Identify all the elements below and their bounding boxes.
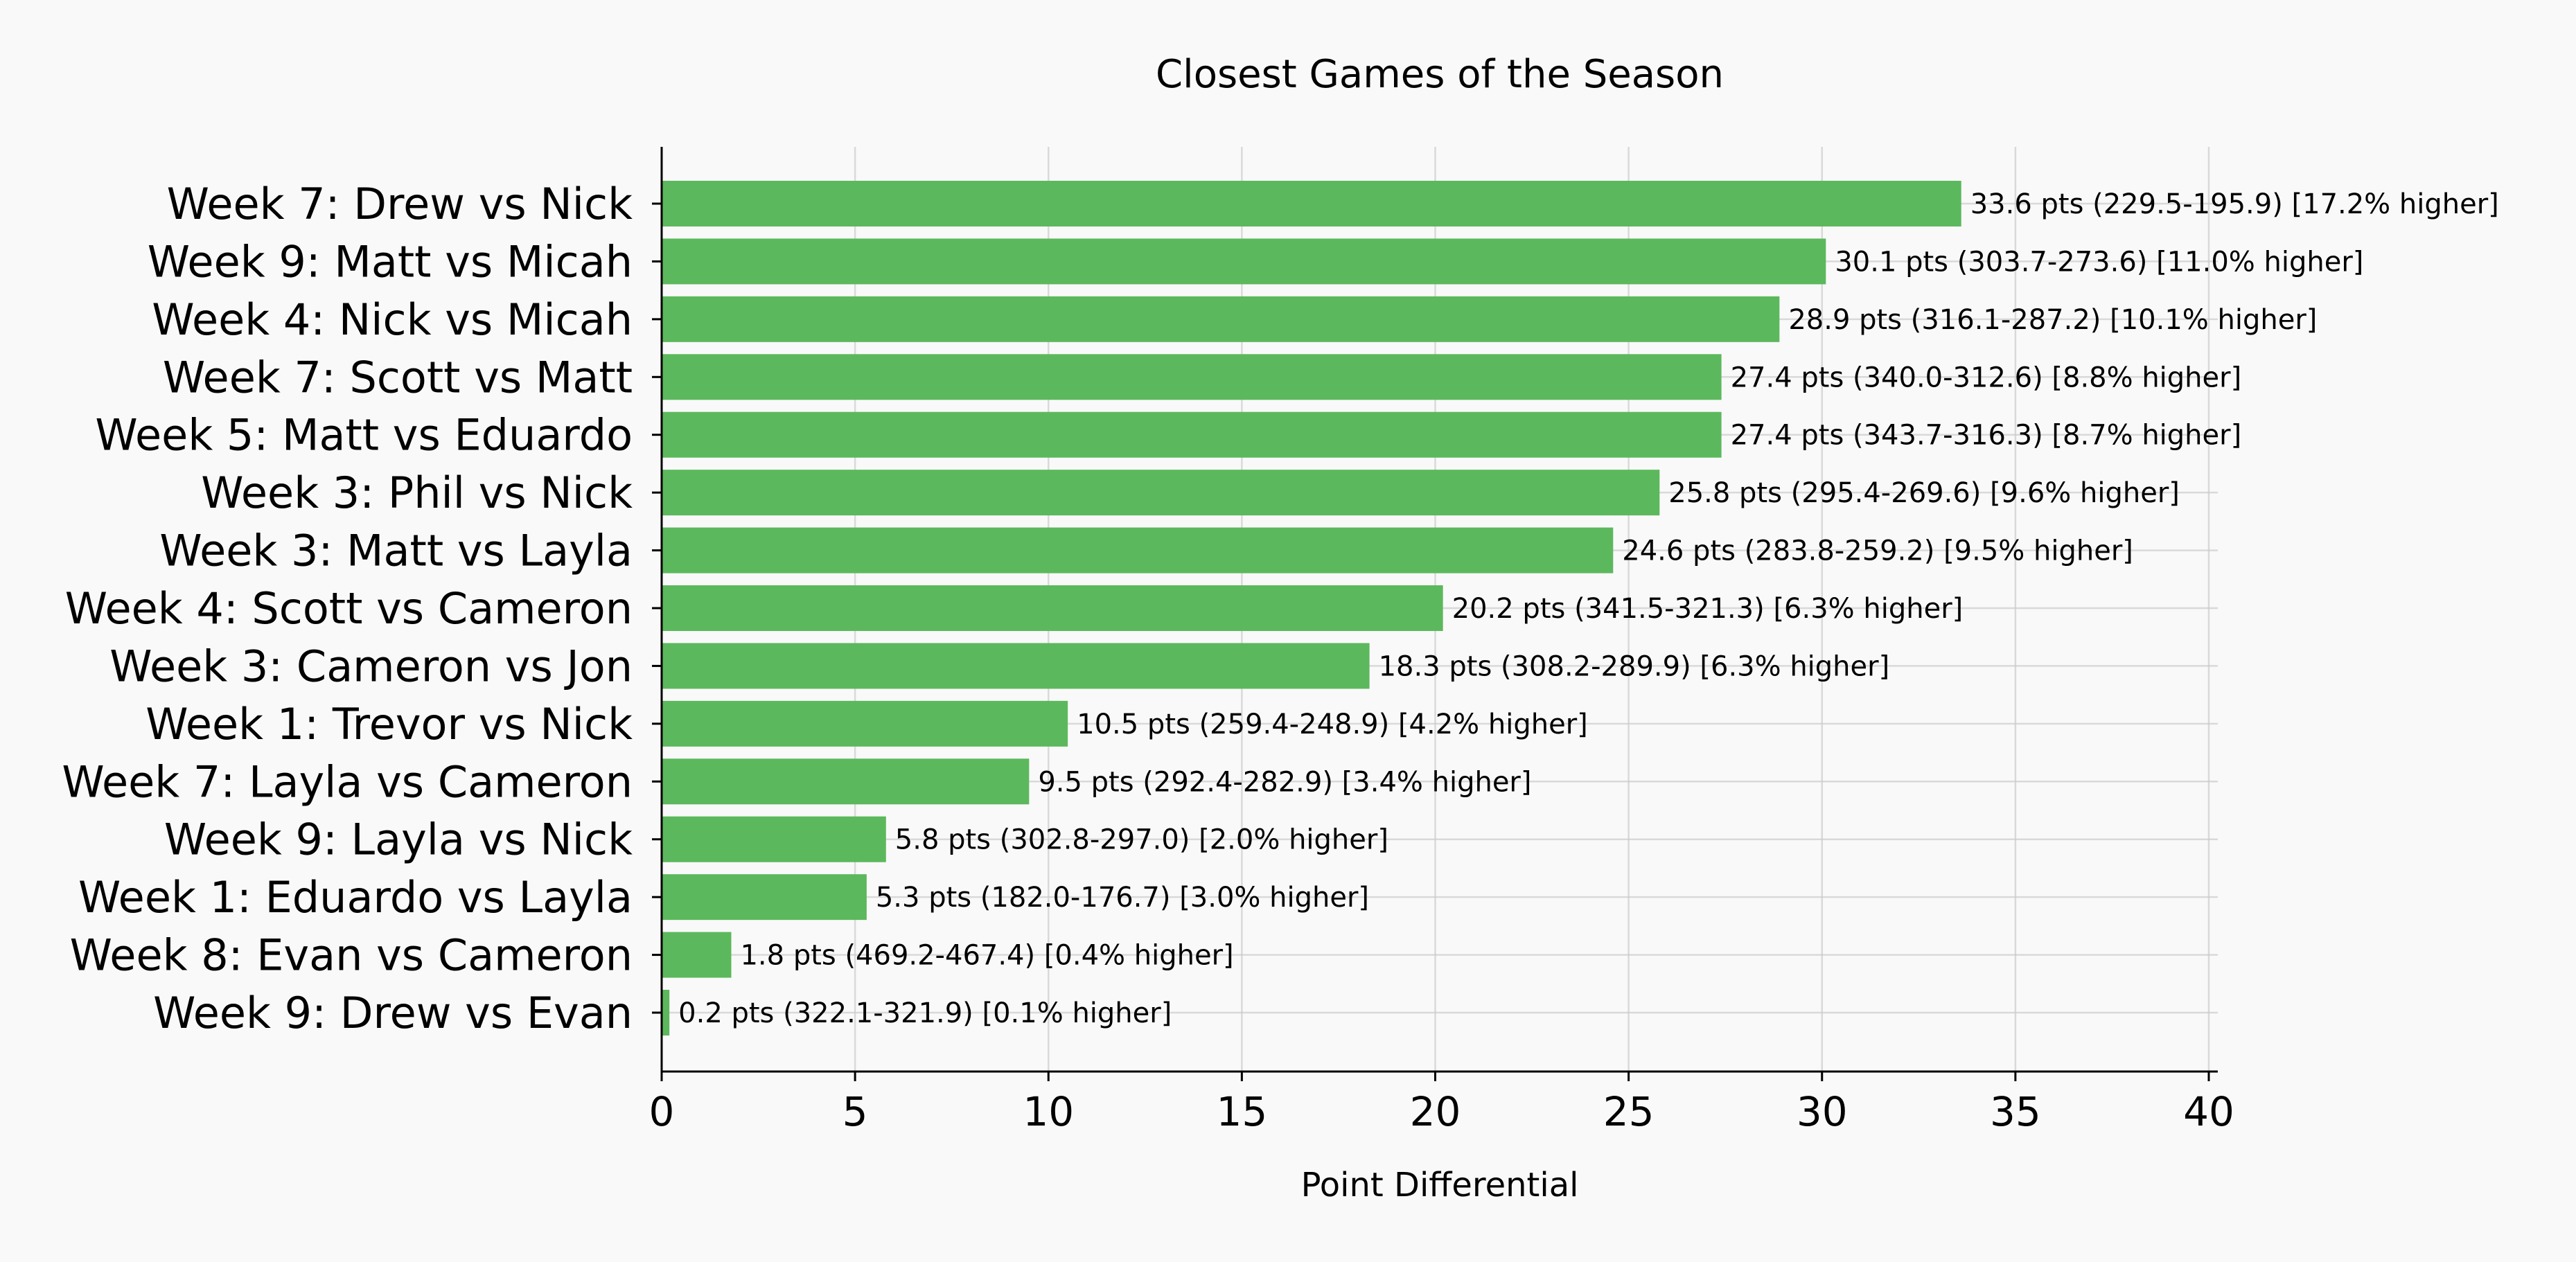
- bar: [662, 354, 1722, 400]
- data-label: 20.2 pts (341.5-321.3) [6.3% higher]: [1452, 593, 1964, 625]
- bar: [662, 816, 886, 862]
- bar: [662, 296, 1780, 342]
- x-tick-label: 25: [1603, 1088, 1655, 1135]
- data-labels: 33.6 pts (229.5-195.9) [17.2% higher] 30.…: [678, 188, 2499, 1029]
- data-label: 25.8 pts (295.4-269.6) [9.6% higher]: [1668, 477, 2180, 509]
- x-tick-label: 40: [2183, 1088, 2234, 1135]
- data-label: 30.1 pts (303.7-273.6) [11.0% higher]: [1835, 246, 2363, 278]
- data-label: 33.6 pts (229.5-195.9) [17.2% higher]: [1970, 188, 2499, 220]
- x-axis-ticks: 0 5 10 15 20 25 30 35 40: [649, 1072, 2234, 1135]
- data-label: 18.3 pts (308.2-289.9) [6.3% higher]: [1379, 650, 1890, 682]
- data-label: 0.2 pts (322.1-321.9) [0.1% higher]: [678, 997, 1172, 1029]
- y-tick-label: Week 5: Matt vs Eduardo: [95, 410, 633, 461]
- bar: [662, 990, 670, 1036]
- data-label: 27.4 pts (343.7-316.3) [8.7% higher]: [1731, 420, 2242, 452]
- y-tick-label: Week 7: Layla vs Cameron: [62, 756, 633, 807]
- x-axis-label: Point Differential: [1301, 1166, 1579, 1205]
- x-tick-label: 20: [1410, 1088, 1461, 1135]
- y-tick-label: Week 7: Scott vs Matt: [163, 352, 633, 402]
- data-label: 10.5 pts (259.4-248.9) [4.2% higher]: [1077, 709, 1588, 740]
- bar: [662, 700, 1068, 747]
- x-tick-label: 5: [843, 1088, 868, 1135]
- y-tick-label: Week 9: Drew vs Evan: [153, 988, 633, 1038]
- x-tick-label: 0: [649, 1088, 675, 1135]
- chart-title: Closest Games of the Season: [1156, 52, 1724, 97]
- y-tick-label: Week 3: Phil vs Nick: [201, 468, 633, 518]
- bar: [662, 411, 1722, 458]
- y-tick-label: Week 9: Matt vs Micah: [148, 236, 633, 287]
- data-label: 27.4 pts (340.0-312.6) [8.8% higher]: [1731, 362, 2242, 393]
- bar: [662, 758, 1030, 805]
- y-tick-label: Week 1: Trevor vs Nick: [145, 699, 633, 749]
- bar: [662, 181, 1961, 226]
- y-tick-label: Week 8: Evan vs Cameron: [70, 930, 633, 981]
- bar: [662, 585, 1443, 631]
- y-tick-label: Week 1: Eduardo vs Layla: [78, 872, 633, 923]
- data-label: 28.9 pts (316.1-287.2) [10.1% higher]: [1788, 304, 2317, 336]
- data-label: 1.8 pts (469.2-467.4) [0.4% higher]: [740, 940, 1233, 972]
- y-axis-ticks: Week 7: Drew vs Nick Week 9: Matt vs Mica…: [62, 179, 662, 1038]
- x-tick-label: 15: [1216, 1088, 1267, 1135]
- bar: [662, 238, 1826, 285]
- y-tick-label: Week 3: Matt vs Layla: [159, 526, 633, 576]
- bar: [662, 932, 732, 978]
- y-tick-label: Week 7: Drew vs Nick: [167, 179, 633, 229]
- x-tick-label: 35: [1990, 1088, 2041, 1135]
- y-tick-label: Week 4: Scott vs Cameron: [65, 583, 633, 634]
- data-label: 5.8 pts (302.8-297.0) [2.0% higher]: [895, 824, 1388, 856]
- bar: [662, 527, 1614, 574]
- x-tick-label: 10: [1023, 1088, 1074, 1135]
- data-label: 24.6 pts (283.8-259.2) [9.5% higher]: [1622, 535, 2133, 567]
- y-tick-label: Week 9: Layla vs Nick: [164, 815, 633, 865]
- data-label: 9.5 pts (292.4-282.9) [3.4% higher]: [1038, 766, 1531, 798]
- y-tick-label: Week 4: Nick vs Micah: [152, 294, 633, 345]
- data-label: 5.3 pts (182.0-176.7) [3.0% higher]: [876, 882, 1369, 914]
- bars: [662, 181, 1961, 1036]
- y-tick-label: Week 3: Cameron vs Jon: [109, 641, 633, 691]
- bar: [662, 470, 1660, 516]
- bar: [662, 874, 867, 921]
- x-tick-label: 30: [1797, 1088, 1848, 1135]
- bar: [662, 643, 1370, 689]
